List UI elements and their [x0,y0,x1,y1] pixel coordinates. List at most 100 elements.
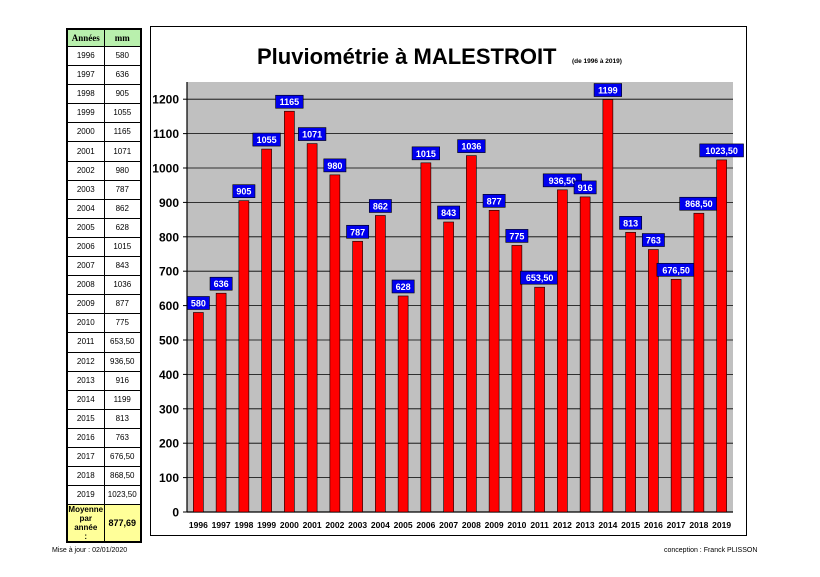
bar [602,99,614,513]
update-date: Mise à jour : 02/01/2020 [52,547,128,554]
x-tick-label: 2003 [348,520,367,530]
bar [648,249,659,513]
author-credit: conception : Franck PLISSON [664,547,758,554]
data-label: 636 [214,279,229,289]
y-tick-label: 500 [159,334,179,348]
rainfall-cell: 676,50 [103,446,142,468]
average-label-line1: Moyenne [68,505,104,515]
x-tick-label: 1996 [189,520,208,530]
data-label-box [619,216,643,230]
data-label-box [186,296,210,310]
x-tick-label: 2005 [394,520,413,530]
rainfall-cell: 936,50 [103,351,142,372]
x-tick-label: 2019 [712,520,731,530]
bar [488,210,500,513]
y-tick-label: 0 [172,506,179,520]
x-tick-label: 2012 [553,520,572,530]
y-tick-label: 800 [159,230,179,244]
y-tick-label: 200 [159,437,179,451]
y-tick-label: 1200 [152,93,179,107]
table-row: 1999 1055 [66,103,142,124]
y-tick-label: 1000 [152,162,179,176]
year-cell: 2000 [66,122,105,143]
x-tick-label: 1997 [212,520,231,530]
table-row: 2016 763 [66,427,142,448]
table-row: 1996 580 [66,45,142,67]
data-label: 936,50 [549,176,577,186]
data-label: 1015 [416,149,436,159]
data-label: 843 [441,208,456,218]
header-mm: mm [103,28,142,47]
x-tick-label: 1998 [234,520,253,530]
data-label-box [368,199,392,213]
x-tick-label: 2011 [530,520,549,530]
rainfall-cell: 787 [103,179,142,200]
rainfall-cell: 980 [103,160,142,181]
data-label-box [457,139,486,153]
data-label: 1199 [598,86,618,96]
bar [261,148,272,513]
bar [670,278,682,513]
x-tick-label: 2001 [303,520,322,530]
data-label: 916 [578,183,593,193]
bar [375,215,386,513]
table-row: 2009 877 [66,294,142,315]
x-tick-label: 2013 [576,520,595,530]
data-label: 905 [236,187,251,197]
bar [534,286,545,513]
table-header-row: Années mm [66,28,142,47]
data-label-box [323,158,347,173]
rainfall-cell: 1023,50 [103,485,142,506]
data-label: 1023,50 [705,146,738,156]
y-tick-label: 1100 [153,127,179,141]
data-label: 580 [191,298,206,308]
data-label: 1071 [302,130,322,140]
bar [625,232,636,513]
x-tick-label: 2007 [439,520,458,530]
bar [215,292,227,513]
y-tick-label: 900 [159,196,179,210]
data-label-box [482,194,506,208]
table-row: 2004 862 [66,198,142,219]
data-label-box [505,229,529,243]
bar [420,162,432,513]
data-label: 628 [396,282,411,292]
table-row: 2012 936,50 [66,351,142,372]
data-label-box [232,184,256,198]
x-tick-label: 2002 [325,520,344,530]
rainfall-cell: 628 [103,217,142,238]
table-row: 2014 1199 [66,389,142,410]
table-row: 2019 1023,50 [66,485,142,506]
bar [511,245,523,513]
rainfall-cell: 1165 [103,122,142,143]
bar [397,295,409,513]
data-label-box [275,94,304,109]
bar [716,159,727,513]
x-tick-label: 2014 [598,520,617,530]
data-label: 1165 [280,97,300,107]
x-tick-label: 1999 [257,520,276,530]
x-tick-label: 2015 [621,520,640,530]
x-tick-label: 2009 [485,520,504,530]
average-row: Moyenne par année : 877,69 [66,504,142,543]
y-tick-label: 100 [159,471,179,485]
data-label: 1055 [257,135,277,145]
data-label: 676,50 [662,265,690,275]
x-tick-label: 2006 [416,520,435,530]
data-label-box [209,276,233,291]
average-label: Moyenne par année : [66,504,105,543]
data-label-box [437,205,461,220]
rainfall-table: Années mm 1996 580 1997 636 1998 905 1999 1055 2… [66,28,142,544]
data-label-box [573,180,597,195]
bar [352,240,363,513]
year-cell: 2003 [66,179,105,200]
chart-subtitle: (de 1996 à 2019) [572,58,622,65]
table-body: 1996 580 1997 636 1998 905 1999 1055 2000 1165 200… [66,45,142,506]
data-label: 862 [373,201,388,211]
table-row: 2005 628 [66,217,142,238]
data-label: 1036 [461,142,481,152]
data-label-box [346,224,370,239]
y-tick-label: 700 [159,265,179,279]
bar [466,155,477,513]
